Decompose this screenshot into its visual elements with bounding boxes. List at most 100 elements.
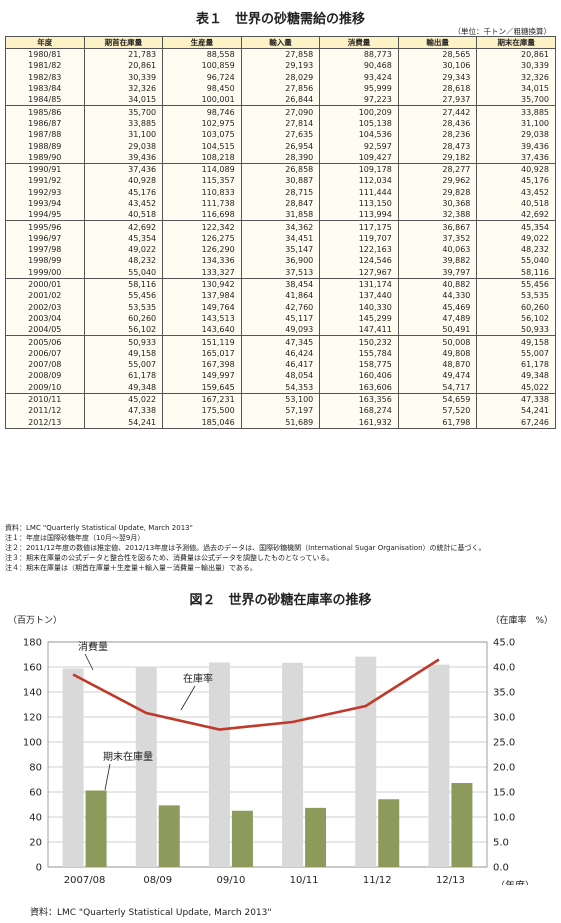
table-unit: （単位：千トン／粗糖換算）: [453, 27, 552, 36]
value-cell: 27,856: [240, 82, 321, 95]
value-cell: 28,236: [397, 129, 478, 141]
value-cell: 47,489: [397, 312, 478, 325]
table-row: 1998/99 48,232 134,336 36,900 124,546 39,882 5…: [5, 255, 556, 267]
year-cell: 1988/89: [5, 140, 85, 152]
value-cell: 60,260: [476, 301, 556, 313]
year-cell: 2004/05: [5, 324, 85, 336]
year-cell: 2010/11: [5, 392, 85, 406]
value-cell: 49,158: [476, 335, 556, 348]
value-cell: 175,500: [162, 405, 242, 417]
value-cell: 137,984: [162, 290, 242, 302]
value-cell: 37,436: [476, 151, 556, 164]
year-cell: 1981/82: [5, 60, 85, 72]
table-row: 1981/82 20,861 100,859 29,193 90,468 30,106 30…: [5, 60, 556, 72]
value-cell: 45,354: [83, 232, 164, 245]
value-cell: 160,406: [319, 370, 399, 382]
value-cell: 39,436: [83, 151, 164, 164]
x-tick-label: 12/13: [436, 875, 465, 885]
value-cell: 49,022: [83, 244, 164, 256]
value-cell: 114,089: [162, 162, 242, 176]
table-row: 1988/89 29,038 104,515 26,954 92,597 28,473 39…: [5, 140, 556, 152]
value-cell: 20,861: [83, 60, 164, 72]
ending-stock-label: 期末在庫量: [103, 750, 153, 763]
stock-ratio-line: [72, 658, 440, 731]
table-row: 2000/01 58,116 130,942 38,454 131,174 40,882 5…: [5, 277, 556, 291]
table-notes: 資料：LMC "Quarterly Statistical Update, Ma…: [5, 523, 486, 573]
column-header: 輸入量: [240, 36, 321, 49]
year-cell: 2003/04: [5, 312, 85, 325]
column-header: 生産量: [162, 36, 242, 49]
left-tick-label: 180: [23, 638, 42, 649]
value-cell: 133,327: [162, 266, 242, 279]
year-cell: 1997/98: [5, 244, 85, 256]
value-cell: 126,275: [162, 232, 242, 245]
value-cell: 47,338: [83, 405, 164, 417]
value-cell: 96,724: [162, 71, 242, 83]
value-cell: 43,452: [476, 186, 556, 198]
table-row: 1983/84 32,326 98,450 27,856 95,999 28,618 34,…: [5, 82, 556, 95]
value-cell: 111,738: [162, 197, 242, 210]
consumption-label-pointer: [84, 653, 94, 671]
consumption-bar: [428, 664, 450, 867]
value-cell: 48,870: [397, 359, 478, 371]
year-cell: 1991/92: [5, 175, 85, 187]
column-header: 年度: [5, 36, 85, 49]
value-cell: 116,698: [162, 209, 242, 221]
value-cell: 55,456: [83, 290, 164, 302]
table-row: 2012/13 54,241 185,046 51,689 161,932 61,798 6…: [5, 416, 556, 429]
table-body: 1980/81 21,783 88,558 27,858 88,773 28,565 20,…: [5, 48, 556, 429]
right-tick-label: 10.0: [493, 813, 515, 824]
x-tick-label: 11/12: [363, 875, 392, 885]
value-cell: 49,474: [397, 370, 478, 382]
value-cell: 40,928: [83, 175, 164, 187]
value-cell: 28,473: [397, 140, 478, 152]
table-title: 表１ 世界の砂糖需給の推移: [195, 12, 365, 27]
value-cell: 113,994: [319, 209, 399, 221]
value-cell: 47,338: [476, 392, 556, 406]
value-cell: 149,764: [162, 301, 242, 313]
value-cell: 31,858: [240, 209, 321, 221]
value-cell: 37,436: [83, 162, 164, 176]
value-cell: 38,454: [240, 277, 321, 291]
year-cell: 1984/85: [5, 94, 85, 106]
plot-frame: [47, 641, 488, 868]
note-1: 注１：年度は国際砂糖年度（10月～翌9月）: [5, 534, 145, 542]
value-cell: 57,520: [397, 405, 478, 417]
left-axis-unit: （百万トン）: [8, 616, 63, 626]
value-cell: 48,054: [240, 370, 321, 382]
value-cell: 50,491: [397, 324, 478, 336]
value-cell: 122,163: [319, 244, 399, 256]
value-cell: 28,847: [240, 197, 321, 210]
year-cell: 1985/86: [5, 105, 85, 118]
value-cell: 54,241: [83, 416, 164, 429]
value-cell: 40,518: [476, 197, 556, 210]
value-cell: 88,558: [162, 48, 242, 61]
left-tick-label: 160: [23, 663, 42, 674]
table-row: 1984/85 34,015 100,001 26,844 97,223 27,937 35…: [5, 94, 556, 106]
value-cell: 27,442: [397, 105, 478, 118]
value-cell: 147,411: [319, 324, 399, 336]
value-cell: 45,176: [476, 175, 556, 187]
right-tick-label: 35.0: [493, 688, 515, 699]
ending-stock-label-pointer: [104, 763, 111, 791]
value-cell: 46,424: [240, 347, 321, 360]
value-cell: 54,659: [397, 392, 478, 406]
value-cell: 36,867: [397, 220, 478, 233]
table-row: 2010/11 45,022 167,231 53,100 163,356 54,659 4…: [5, 392, 556, 406]
ratio-label: 在庫率: [183, 672, 213, 685]
table-row: 2011/12 47,338 175,500 57,197 168,274 57,520 5…: [5, 405, 556, 417]
ending-stock-bar: [378, 799, 400, 867]
right-tick-label: 15.0: [493, 788, 515, 799]
table-row: 2008/09 61,178 149,997 48,054 160,406 49,474 4…: [5, 370, 556, 382]
value-cell: 34,451: [240, 232, 321, 245]
value-cell: 50,933: [476, 324, 556, 336]
value-cell: 56,102: [83, 324, 164, 336]
value-cell: 28,390: [240, 151, 321, 164]
value-cell: 185,046: [162, 416, 242, 429]
value-cell: 30,339: [476, 60, 556, 72]
value-cell: 29,343: [397, 71, 478, 83]
value-cell: 102,975: [162, 117, 242, 130]
value-cell: 44,330: [397, 290, 478, 302]
value-cell: 61,798: [397, 416, 478, 429]
year-cell: 1996/97: [5, 232, 85, 245]
